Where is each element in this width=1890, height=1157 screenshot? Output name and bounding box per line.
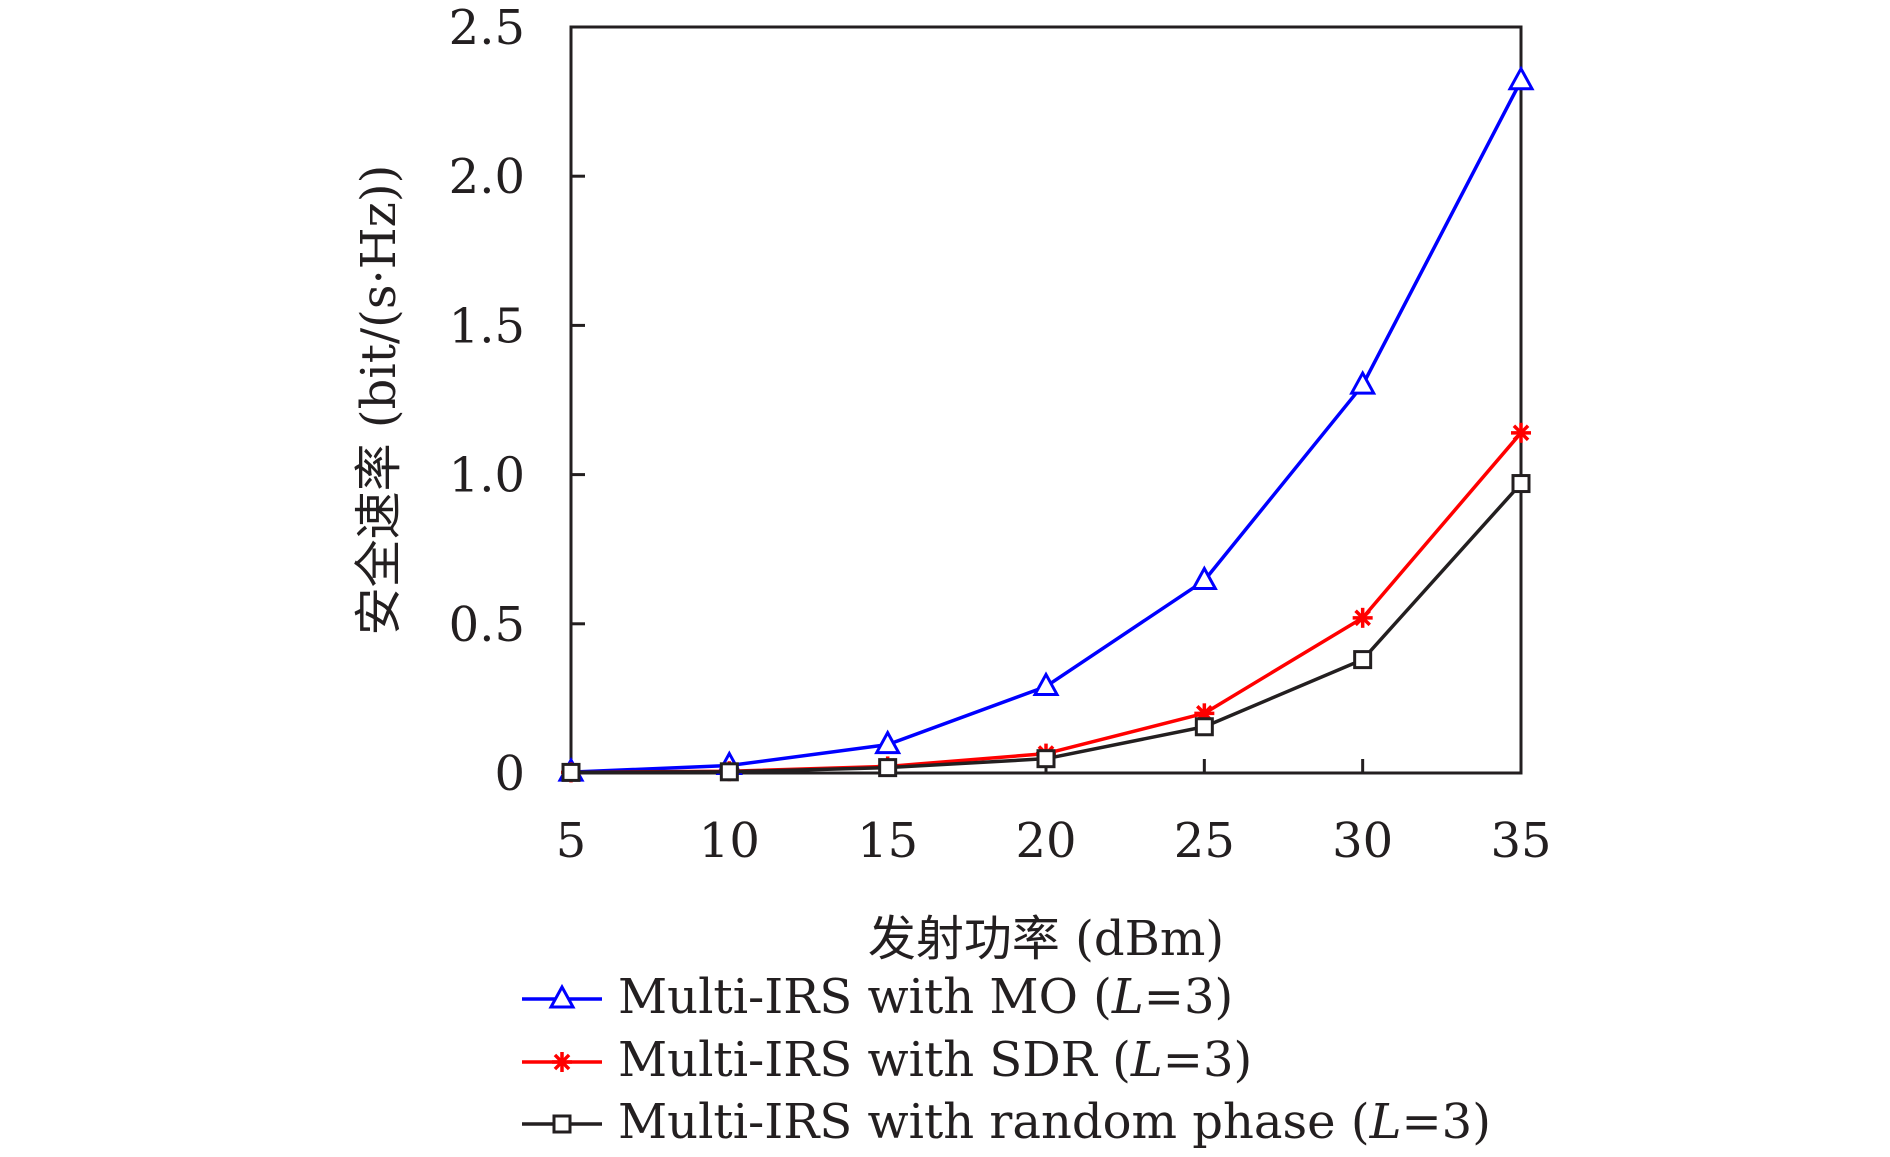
data-point xyxy=(878,758,898,778)
legend-label-italic: L xyxy=(1369,1094,1402,1150)
data-point xyxy=(1194,717,1214,737)
data-point xyxy=(719,762,739,782)
x-axis-label: 发射功率 (dBm) xyxy=(868,911,1224,967)
y-axis-label: 安全速率 (bit/(s·Hz)) xyxy=(351,165,407,636)
series-group xyxy=(557,65,1535,783)
data-point xyxy=(1036,749,1056,769)
series-line xyxy=(570,431,1523,775)
x-tick-label: 30 xyxy=(1332,813,1393,869)
legend-marker xyxy=(552,1052,572,1072)
data-point xyxy=(1349,369,1377,395)
series-line xyxy=(570,79,1523,774)
asterisk-stroke xyxy=(1354,609,1371,627)
legend-label: Multi-IRS with MO (L=3) xyxy=(618,969,1233,1025)
legend-marker xyxy=(548,983,576,1009)
data-point xyxy=(1353,650,1373,670)
y-tick-label: 0 xyxy=(494,746,525,802)
y-tick-label: 1.5 xyxy=(449,298,525,354)
y-tick-label: 2.5 xyxy=(449,0,525,56)
legend-label: Multi-IRS with SDR (L=3) xyxy=(618,1032,1252,1088)
legend-marker xyxy=(552,1114,572,1134)
series-1 xyxy=(557,65,1535,782)
data-point xyxy=(1032,671,1060,696)
legend-label-prefix: Multi-IRS with MO ( xyxy=(618,969,1112,1025)
y-tick-label: 2.0 xyxy=(449,149,525,205)
data-point xyxy=(1507,65,1535,91)
asterisk-stroke xyxy=(553,1053,571,1071)
data-point xyxy=(1352,607,1373,628)
legend-label-suffix: =3) xyxy=(1144,969,1233,1025)
axis-ticks: 5 10 15 20 25 30 35 0 0.5 1.0 1.5 2.0 2.5 xyxy=(449,0,1552,869)
legend-item-1: Multi-IRS with MO (L=3) xyxy=(522,969,1233,1025)
y-tick-label: 0.5 xyxy=(449,597,525,653)
plot-frame xyxy=(569,25,1523,775)
x-tick-label: 35 xyxy=(1490,813,1551,869)
x-tick-label: 15 xyxy=(857,813,918,869)
legend-label-italic: L xyxy=(1111,969,1144,1025)
legend-label-prefix: Multi-IRS with SDR ( xyxy=(618,1032,1131,1088)
series-2 xyxy=(561,422,1531,783)
legend-item-3: Multi-IRS with random phase (L=3) xyxy=(522,1094,1491,1150)
legend-label-suffix: =3) xyxy=(1163,1032,1252,1088)
data-point xyxy=(561,762,581,782)
asterisk-stroke xyxy=(1512,424,1530,442)
x-tick-label: 25 xyxy=(1174,813,1235,869)
legend-label-italic: L xyxy=(1130,1032,1163,1088)
y-tick-label: 1.0 xyxy=(449,448,525,504)
x-tick-label: 10 xyxy=(699,813,760,869)
legend-label-prefix: Multi-IRS with random phase ( xyxy=(618,1094,1370,1150)
data-point xyxy=(1190,565,1218,591)
data-point xyxy=(1511,474,1531,494)
series-3 xyxy=(561,474,1531,782)
data-point xyxy=(874,729,902,755)
legend-label: Multi-IRS with random phase (L=3) xyxy=(618,1094,1491,1150)
series-line xyxy=(570,482,1523,775)
x-tick-label: 5 xyxy=(556,813,587,869)
data-point xyxy=(1511,422,1531,443)
x-tick-label: 20 xyxy=(1015,813,1076,869)
legend: Multi-IRS with MO (L=3)Multi-IRS with SD… xyxy=(522,969,1491,1150)
legend-label-suffix: =3) xyxy=(1401,1094,1490,1150)
legend-item-2: Multi-IRS with SDR (L=3) xyxy=(522,1032,1252,1088)
